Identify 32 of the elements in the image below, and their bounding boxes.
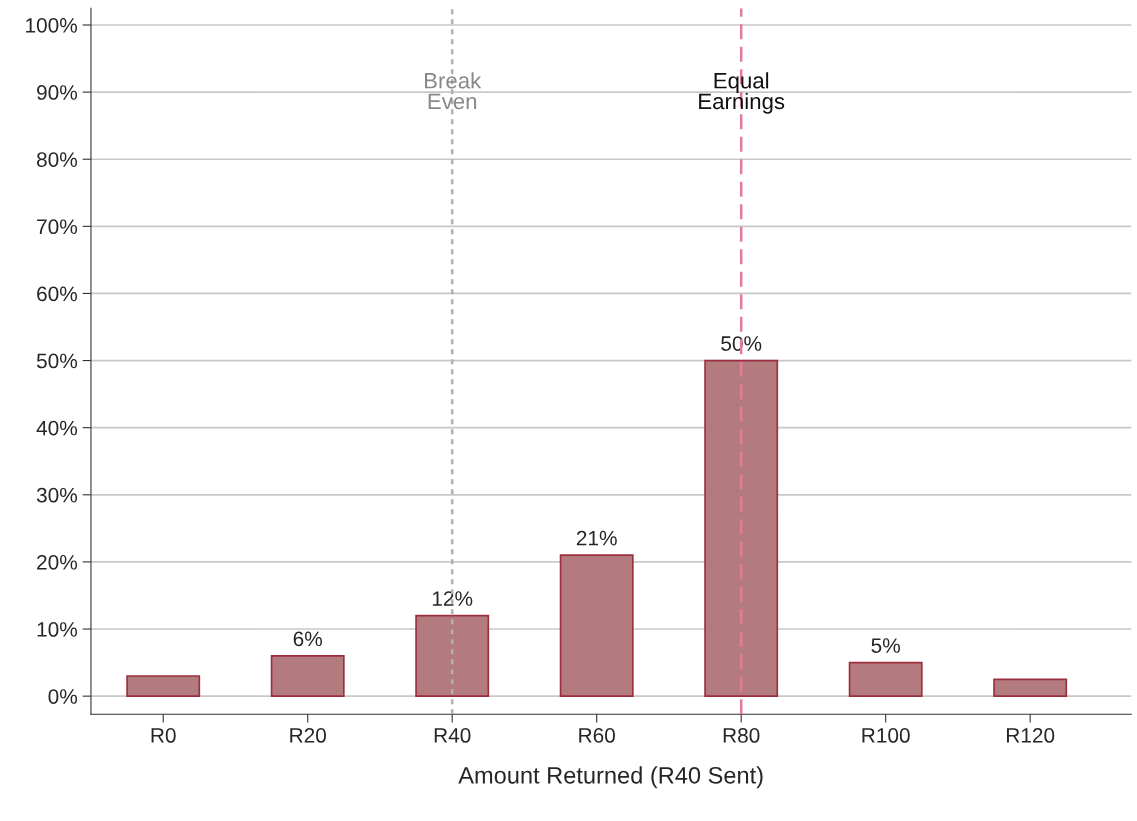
bar [559, 554, 634, 697]
bar [993, 678, 1068, 697]
y-tick-label: 10% [37, 622, 78, 637]
data-label: 21% [576, 530, 617, 546]
y-tick-label: 0% [48, 689, 78, 704]
x-tick-label: R120 [1006, 728, 1055, 743]
x-axis-title: Amount Returned (R40 Sent) [458, 766, 763, 789]
data-label: 5% [871, 638, 900, 653]
data-label: 6% [293, 631, 323, 647]
x-tick-label: R100 [862, 728, 910, 743]
ref-line-label: Equal Earnings [699, 72, 785, 114]
x-tick-label: R0 [151, 728, 176, 743]
y-tick-label: 50% [36, 353, 78, 369]
x-tick-label: R40 [434, 728, 471, 743]
x-tick-label: R20 [290, 728, 326, 743]
bar [270, 655, 345, 697]
data-label: 12% [432, 591, 473, 606]
ref-line-label: Break Even [424, 72, 482, 110]
y-tick-label: 40% [36, 420, 78, 436]
x-tick-label: R80 [723, 728, 760, 743]
y-tick-label: 90% [37, 85, 78, 100]
y-tick-label: 60% [37, 286, 78, 302]
y-tick-label: 30% [36, 487, 78, 503]
y-tick-label: 20% [37, 554, 78, 570]
bar [126, 675, 201, 697]
bar [704, 359, 779, 697]
bar [848, 661, 923, 697]
y-tick-label: 100% [26, 17, 78, 33]
y-tick-label: 70% [37, 219, 78, 235]
bar [415, 614, 490, 697]
y-tick-label: 80% [36, 152, 78, 167]
x-tick-label: R60 [579, 728, 615, 743]
